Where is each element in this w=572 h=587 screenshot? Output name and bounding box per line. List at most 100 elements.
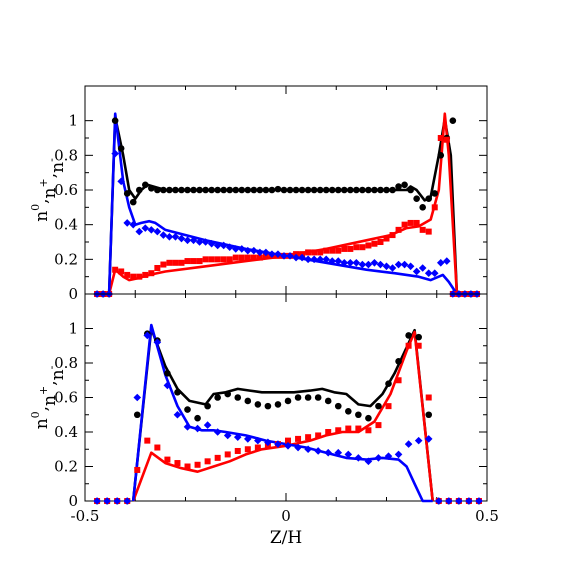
x-axis-title: Z/H bbox=[270, 528, 302, 548]
data-point-square bbox=[329, 247, 336, 254]
y-axis-title-part: n bbox=[40, 187, 60, 198]
data-point-square bbox=[401, 221, 408, 228]
data-point-diamond bbox=[292, 253, 300, 262]
data-point-diamond bbox=[113, 497, 121, 505]
data-point-circle bbox=[232, 186, 240, 194]
y-tick-label: 1 bbox=[68, 320, 78, 338]
data-point-diamond bbox=[374, 454, 383, 462]
data-point-diamond bbox=[225, 243, 234, 251]
data-point-circle bbox=[234, 394, 242, 401]
data-point-diamond bbox=[304, 255, 312, 264]
data-point-circle bbox=[274, 401, 282, 408]
data-point-circle bbox=[117, 145, 125, 152]
data-point-diamond bbox=[254, 436, 262, 445]
plot-area bbox=[93, 323, 483, 505]
data-point-circle bbox=[385, 380, 392, 388]
data-point-diamond bbox=[430, 269, 439, 277]
y-tick-label: 0.8 bbox=[54, 146, 78, 164]
data-point-circle bbox=[377, 186, 384, 194]
data-point-diamond bbox=[193, 424, 202, 433]
data-point-circle bbox=[280, 186, 288, 194]
data-point-square bbox=[214, 454, 221, 461]
data-point-circle bbox=[345, 408, 352, 415]
data-point-diamond bbox=[284, 442, 292, 450]
data-point-diamond bbox=[219, 241, 228, 250]
y-axis-title: n0,n+,n- bbox=[29, 365, 68, 429]
data-point-circle bbox=[353, 186, 360, 194]
data-point-circle bbox=[142, 181, 149, 189]
data-point-circle bbox=[328, 186, 336, 194]
data-point-diamond bbox=[207, 239, 216, 248]
data-point-square bbox=[285, 437, 292, 444]
data-point-circle bbox=[304, 186, 312, 194]
data-point-square bbox=[190, 258, 197, 265]
data-point-square bbox=[335, 427, 342, 434]
data-point-circle bbox=[431, 190, 439, 197]
x-tick-label: 0.5 bbox=[475, 507, 499, 525]
y-tick-label: 0.6 bbox=[54, 389, 78, 407]
data-point-circle bbox=[174, 389, 181, 396]
data-point-circle bbox=[365, 414, 372, 422]
data-point-diamond bbox=[286, 252, 294, 260]
data-point-circle bbox=[292, 186, 300, 194]
data-point-square bbox=[194, 461, 201, 468]
data-point-circle bbox=[190, 186, 197, 194]
data-point-square bbox=[415, 342, 422, 349]
y-tick-label: 0.4 bbox=[54, 423, 78, 441]
data-point-circle bbox=[133, 411, 141, 419]
data-point-diamond bbox=[129, 220, 138, 229]
y-tick-label: 1 bbox=[68, 112, 78, 130]
data-point-diamond bbox=[213, 428, 222, 436]
plot-area bbox=[93, 112, 481, 298]
data-point-square bbox=[443, 136, 450, 143]
data-point-circle bbox=[304, 394, 312, 401]
data-point-diamond bbox=[268, 250, 276, 258]
data-point-circle bbox=[437, 152, 445, 159]
data-point-square bbox=[365, 242, 372, 249]
data-point-circle bbox=[284, 397, 292, 405]
data-point-square bbox=[220, 256, 227, 263]
data-point-square bbox=[124, 271, 131, 278]
data-point-square bbox=[335, 247, 342, 254]
data-point-diamond bbox=[264, 438, 272, 447]
data-point-circle bbox=[224, 390, 232, 398]
data-point-circle bbox=[129, 198, 137, 206]
data-point-diamond bbox=[424, 435, 433, 443]
y-axis-title-superscript: + bbox=[37, 386, 50, 395]
series-line bbox=[131, 327, 434, 502]
data-point-circle bbox=[111, 117, 119, 124]
data-point-circle bbox=[196, 186, 203, 194]
data-point-square bbox=[295, 435, 302, 442]
data-point-diamond bbox=[414, 436, 423, 445]
data-point-circle bbox=[220, 186, 227, 194]
data-point-square bbox=[172, 259, 179, 266]
data-point-square bbox=[323, 247, 330, 254]
data-point-circle bbox=[135, 186, 143, 194]
bottom-panel: 00.20.40.60.81-0.5 0 0.5n0,n+,n- bbox=[29, 293, 499, 525]
data-point-diamond bbox=[183, 236, 192, 245]
data-point-diamond bbox=[103, 497, 111, 505]
data-point-circle bbox=[310, 186, 318, 194]
data-point-diamond bbox=[117, 177, 125, 186]
data-point-square bbox=[244, 446, 251, 453]
data-point-square bbox=[164, 456, 171, 463]
data-point-circle bbox=[148, 184, 155, 192]
data-point-circle bbox=[226, 186, 234, 194]
data-point-circle bbox=[425, 411, 433, 419]
data-point-diamond bbox=[358, 260, 367, 269]
data-point-diamond bbox=[135, 227, 144, 236]
data-point-square bbox=[154, 444, 161, 451]
data-point-circle bbox=[178, 186, 185, 194]
data-point-square bbox=[395, 377, 402, 384]
data-point-square bbox=[431, 204, 438, 211]
data-point-circle bbox=[208, 186, 215, 194]
data-point-square bbox=[224, 451, 231, 458]
data-point-circle bbox=[389, 186, 396, 194]
data-point-circle bbox=[298, 186, 306, 194]
data-point-circle bbox=[425, 195, 433, 202]
data-point-diamond bbox=[262, 248, 270, 257]
data-point-diamond bbox=[165, 233, 174, 241]
data-point-square bbox=[345, 425, 352, 432]
data-point-circle bbox=[383, 186, 390, 194]
